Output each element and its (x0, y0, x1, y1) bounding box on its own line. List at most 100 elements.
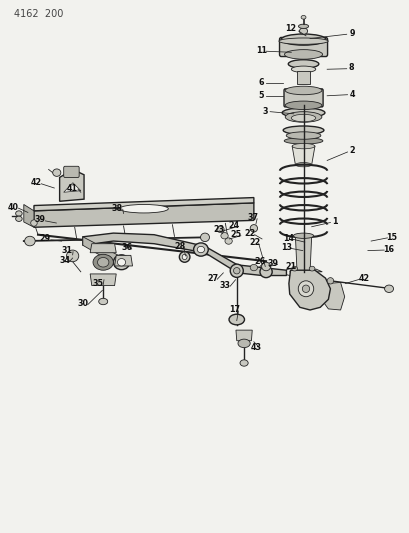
Ellipse shape (193, 243, 208, 256)
Ellipse shape (216, 226, 224, 232)
Ellipse shape (300, 15, 305, 19)
Text: 22: 22 (248, 238, 260, 247)
Ellipse shape (66, 250, 79, 262)
Text: 36: 36 (121, 244, 132, 253)
Ellipse shape (239, 360, 247, 366)
Polygon shape (83, 233, 286, 276)
Polygon shape (59, 169, 84, 201)
Ellipse shape (229, 314, 244, 325)
Polygon shape (83, 237, 121, 268)
Ellipse shape (233, 268, 239, 274)
Ellipse shape (293, 233, 313, 238)
Text: 27: 27 (207, 273, 218, 282)
Text: 29: 29 (40, 235, 51, 244)
Text: 23: 23 (213, 225, 224, 234)
Ellipse shape (278, 38, 327, 44)
Text: 42: 42 (30, 178, 41, 187)
Ellipse shape (326, 278, 333, 284)
Ellipse shape (93, 254, 113, 270)
Text: 16: 16 (383, 245, 393, 254)
Ellipse shape (285, 101, 321, 110)
Ellipse shape (281, 34, 325, 45)
Text: 39: 39 (34, 215, 45, 224)
Polygon shape (90, 244, 116, 253)
Ellipse shape (97, 257, 109, 267)
Ellipse shape (182, 254, 187, 260)
Text: 12: 12 (284, 25, 295, 34)
Ellipse shape (230, 264, 243, 277)
Text: 22: 22 (244, 229, 255, 238)
Text: 17: 17 (228, 305, 239, 314)
Text: 15: 15 (385, 233, 396, 242)
Ellipse shape (285, 132, 320, 139)
Ellipse shape (249, 224, 257, 232)
Text: 30: 30 (77, 299, 88, 308)
Ellipse shape (249, 264, 257, 271)
Text: 24: 24 (227, 221, 238, 230)
Ellipse shape (291, 266, 297, 271)
Ellipse shape (284, 50, 322, 59)
Ellipse shape (31, 220, 37, 226)
Text: 21: 21 (285, 262, 296, 271)
Text: 2: 2 (349, 147, 354, 156)
Text: 9: 9 (349, 29, 354, 38)
FancyBboxPatch shape (63, 166, 79, 177)
Polygon shape (292, 146, 314, 165)
Polygon shape (321, 282, 344, 310)
Ellipse shape (297, 281, 313, 297)
Text: 14: 14 (282, 235, 293, 244)
Ellipse shape (285, 86, 321, 95)
Ellipse shape (225, 238, 232, 244)
FancyBboxPatch shape (296, 71, 309, 84)
Text: 34: 34 (59, 256, 70, 265)
Ellipse shape (261, 262, 270, 271)
Ellipse shape (99, 298, 108, 305)
Text: 41: 41 (67, 183, 78, 192)
Ellipse shape (294, 163, 311, 167)
Polygon shape (24, 205, 34, 227)
Ellipse shape (301, 285, 309, 293)
Ellipse shape (259, 266, 272, 278)
Text: 8: 8 (348, 63, 353, 72)
Text: 4162  200: 4162 200 (13, 10, 63, 19)
Ellipse shape (281, 108, 324, 117)
Ellipse shape (283, 126, 323, 134)
Polygon shape (34, 203, 253, 227)
Ellipse shape (25, 236, 35, 246)
Ellipse shape (237, 339, 249, 348)
Ellipse shape (291, 66, 315, 72)
Ellipse shape (16, 211, 22, 216)
Ellipse shape (220, 232, 228, 239)
Text: 11: 11 (255, 46, 266, 55)
Text: 6: 6 (258, 78, 263, 87)
Text: 26: 26 (254, 257, 265, 265)
Text: 13: 13 (280, 244, 291, 253)
Ellipse shape (308, 266, 314, 271)
Ellipse shape (119, 205, 168, 213)
Text: 3: 3 (262, 107, 267, 116)
Ellipse shape (298, 24, 308, 28)
Ellipse shape (179, 252, 189, 262)
Ellipse shape (384, 285, 393, 293)
Ellipse shape (117, 259, 125, 266)
Text: 31: 31 (62, 246, 73, 255)
Text: 4: 4 (349, 90, 354, 99)
Text: 39: 39 (267, 259, 278, 268)
Text: 35: 35 (92, 279, 103, 288)
Ellipse shape (16, 216, 22, 221)
Polygon shape (294, 236, 311, 272)
Polygon shape (115, 255, 132, 266)
Ellipse shape (291, 114, 315, 122)
Polygon shape (34, 198, 253, 211)
Ellipse shape (113, 255, 129, 270)
Ellipse shape (292, 143, 314, 149)
Text: 43: 43 (250, 343, 261, 352)
Text: 42: 42 (358, 273, 369, 282)
FancyBboxPatch shape (283, 89, 322, 107)
FancyBboxPatch shape (279, 37, 327, 56)
Text: 25: 25 (229, 230, 240, 239)
Ellipse shape (53, 169, 61, 176)
Ellipse shape (197, 246, 204, 253)
Polygon shape (63, 183, 81, 192)
Ellipse shape (285, 112, 321, 122)
